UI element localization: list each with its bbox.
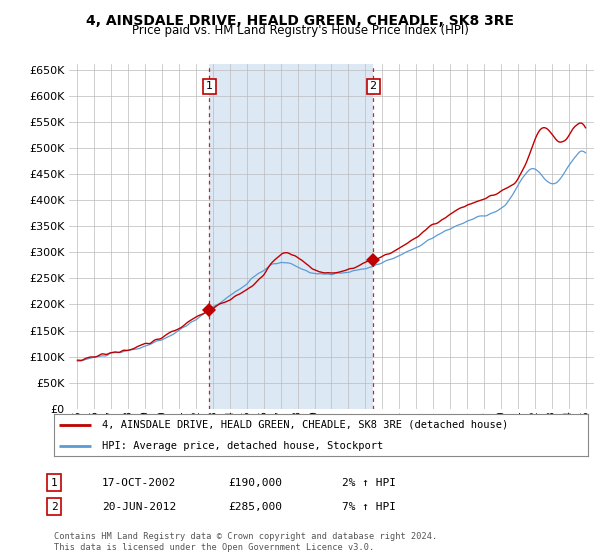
Text: 4, AINSDALE DRIVE, HEALD GREEN, CHEADLE, SK8 3RE (detached house): 4, AINSDALE DRIVE, HEALD GREEN, CHEADLE,… <box>102 420 508 430</box>
Text: 1: 1 <box>50 478 58 488</box>
Text: Price paid vs. HM Land Registry's House Price Index (HPI): Price paid vs. HM Land Registry's House … <box>131 24 469 37</box>
Text: 7% ↑ HPI: 7% ↑ HPI <box>342 502 396 512</box>
Text: Contains HM Land Registry data © Crown copyright and database right 2024.
This d: Contains HM Land Registry data © Crown c… <box>54 533 437 552</box>
Bar <box>209 64 373 409</box>
Text: 2: 2 <box>50 502 58 512</box>
Text: £285,000: £285,000 <box>228 502 282 512</box>
Text: 20-JUN-2012: 20-JUN-2012 <box>102 502 176 512</box>
Text: 2% ↑ HPI: 2% ↑ HPI <box>342 478 396 488</box>
Text: £190,000: £190,000 <box>228 478 282 488</box>
Text: 4, AINSDALE DRIVE, HEALD GREEN, CHEADLE, SK8 3RE: 4, AINSDALE DRIVE, HEALD GREEN, CHEADLE,… <box>86 14 514 28</box>
Text: HPI: Average price, detached house, Stockport: HPI: Average price, detached house, Stoc… <box>102 441 383 451</box>
Text: 2: 2 <box>370 81 377 91</box>
Text: 1: 1 <box>206 81 213 91</box>
Text: 17-OCT-2002: 17-OCT-2002 <box>102 478 176 488</box>
